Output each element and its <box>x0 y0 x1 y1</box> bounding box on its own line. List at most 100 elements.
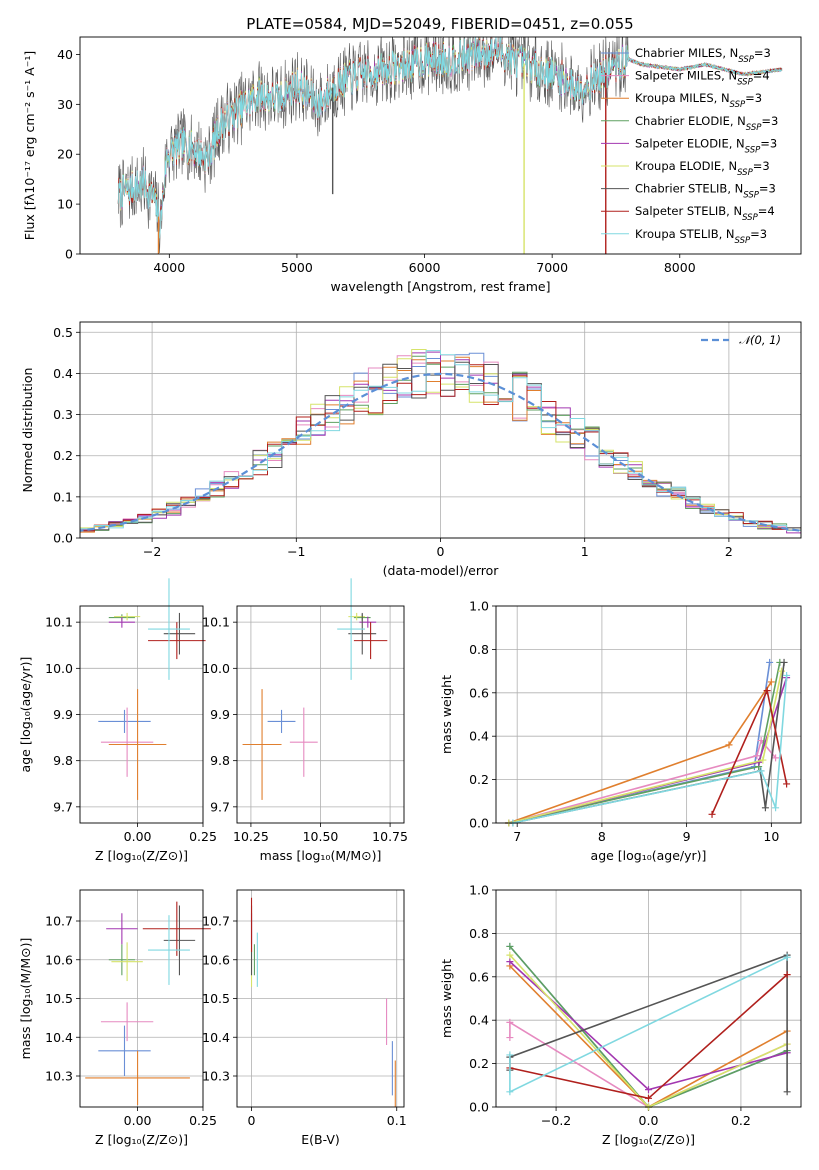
y-tick-label: 10.7 <box>202 914 230 929</box>
weight-marker <box>783 780 791 788</box>
x-tick-label: 2 <box>725 544 733 559</box>
errorbar-kroupa-miles <box>85 1050 190 1106</box>
y-tick-label: 10.4 <box>202 1030 230 1045</box>
x-tick-label: 5000 <box>281 260 313 275</box>
weight-marker <box>783 671 791 679</box>
x-tick-label: 6000 <box>409 260 441 275</box>
weight-marker <box>783 953 791 961</box>
y-tick-label: 10.3 <box>202 1069 230 1084</box>
weight-line-kroupa-elodie <box>508 670 783 824</box>
x-tick-label: 0 <box>437 544 445 559</box>
weight-vs-age-panel: 7 8 9 10 0.0 0.2 0.4 0.6 0.8 1.0 age [log₁₀(age/yr… <box>439 599 802 863</box>
normal-reference-curve <box>80 372 801 532</box>
axes-frame <box>236 889 405 1108</box>
y-tick-label: 9.7 <box>210 799 230 814</box>
y-tick-label: 9.7 <box>53 799 73 814</box>
y-tick-label: 0.3 <box>53 407 73 422</box>
x-tick-label: 4000 <box>153 260 185 275</box>
errorbar-salpeter-stelib <box>148 622 206 660</box>
weight-line-chabrier-elodie <box>508 662 781 824</box>
weight-marker <box>766 658 774 666</box>
y-tick-label: 0.4 <box>469 1013 489 1028</box>
errorbar-salpeter-stelib <box>353 622 388 660</box>
weight-marker <box>506 942 514 950</box>
y-tick-label: 9.8 <box>53 753 73 768</box>
errorbar-kroupa-miles <box>108 689 167 800</box>
weight-marker <box>645 1094 652 1102</box>
y-tick-label: 9.9 <box>210 707 230 722</box>
y-tick-label: 10.5 <box>45 991 73 1006</box>
y-axis-label: mass weight <box>439 959 454 1038</box>
x-tick-label: 8000 <box>664 260 696 275</box>
x-axis-label: Z [log₁₀(Z/Z⊙)] <box>95 848 188 863</box>
x-tick-label: 8 <box>598 829 606 844</box>
weight-marker <box>767 678 775 686</box>
weight-marker <box>708 810 716 818</box>
x-tick-label: −2 <box>143 544 161 559</box>
mass-vs-metallicity-panel: 0.00 0.25 10.3 10.4 10.5 10.6 10.7 Z [log₁₀(Z/Z… <box>18 889 217 1147</box>
x-tick-label: −1 <box>287 544 305 559</box>
errorbar-kroupa-stelib <box>148 578 190 680</box>
y-tick-label: 10.5 <box>202 991 230 1006</box>
legend-entry: Chabrier MILES, NSSP=3 <box>635 46 771 65</box>
y-tick-label: 0.8 <box>469 926 489 941</box>
y-tick-label: 10.4 <box>45 1030 73 1045</box>
errorbar-kroupa-stelib <box>148 915 190 985</box>
y-tick-label: 10.0 <box>45 661 73 676</box>
errorbar-salpeter-elodie <box>108 616 135 628</box>
x-tick-label: 7 <box>513 829 521 844</box>
weight-marker <box>753 752 761 760</box>
axes-frame <box>495 605 802 824</box>
y-axis-label: Flux [fλ10⁻¹⁷ erg cm⁻² s⁻¹ A⁻¹] <box>22 51 37 240</box>
spectrum-panel: 4000 5000 6000 7000 8000 0 10 20 30 40 wavelength … <box>22 36 802 294</box>
weight-marker <box>506 1051 514 1059</box>
y-tick-label: 1.0 <box>469 883 489 898</box>
x-axis-label: wavelength [Angstrom, rest frame] <box>330 279 550 294</box>
x-axis-label: Z [log₁₀(Z/Z⊙)] <box>602 1132 695 1147</box>
y-tick-label: 10 <box>57 197 73 212</box>
y-axis-label: Normed distribution <box>20 368 35 493</box>
errorbar-kroupa-stelib <box>337 578 366 680</box>
x-tick-label: 7000 <box>536 260 568 275</box>
legend-entry: Salpeter ELODIE, NSSP=3 <box>635 136 777 155</box>
spectrum-kroupa-stelib <box>117 37 783 239</box>
x-tick-label: 0.1 <box>387 1113 407 1128</box>
x-tick-label: 0.25 <box>189 829 217 844</box>
y-axis-label: mass [log₁₀(M/M⊙)] <box>18 938 33 1060</box>
y-tick-label: 0.6 <box>469 969 489 984</box>
y-tick-label: 20 <box>57 147 73 162</box>
x-tick-label: 0.25 <box>189 1113 217 1128</box>
errorbar-chabrier-stelib <box>348 612 377 655</box>
errorbar-salpeter-stelib <box>142 901 211 956</box>
weight-marker <box>772 754 780 762</box>
x-tick-label: 0.2 <box>731 1113 751 1128</box>
y-tick-label: 0.2 <box>53 448 73 463</box>
legend-entry: 𝒩(0, 1) <box>739 333 781 347</box>
errorbar-salpeter-miles <box>289 707 318 777</box>
errorbar-chabrier-miles <box>267 709 296 733</box>
weight-marker <box>506 1018 514 1026</box>
weight-marker <box>763 687 771 695</box>
weight-marker <box>506 951 514 959</box>
legend-entry: Kroupa MILES, NSSP=3 <box>635 91 762 110</box>
axes-frame <box>79 36 802 255</box>
x-axis-label: E(B-V) <box>301 1132 340 1147</box>
y-tick-label: 40 <box>57 47 73 62</box>
y-tick-label: 0.0 <box>469 1100 489 1115</box>
errorbar-salpeter-miles <box>100 707 154 777</box>
y-tick-label: 30 <box>57 97 73 112</box>
y-tick-label: 0.1 <box>53 489 73 504</box>
axes-frame <box>79 321 802 539</box>
weight-marker <box>506 1034 514 1042</box>
y-tick-label: 0.4 <box>53 366 73 381</box>
x-tick-label: 0.00 <box>124 1113 152 1128</box>
y-tick-label: 9.8 <box>210 753 230 768</box>
weight-marker <box>725 741 733 749</box>
errorbar-kroupa-elodie <box>111 942 143 982</box>
weight-marker <box>759 756 767 764</box>
errorbar-salpeter-elodie <box>106 913 138 945</box>
axes-frame <box>79 605 204 824</box>
y-tick-label: 10.1 <box>202 615 230 630</box>
y-axis-label: mass weight <box>439 675 454 754</box>
